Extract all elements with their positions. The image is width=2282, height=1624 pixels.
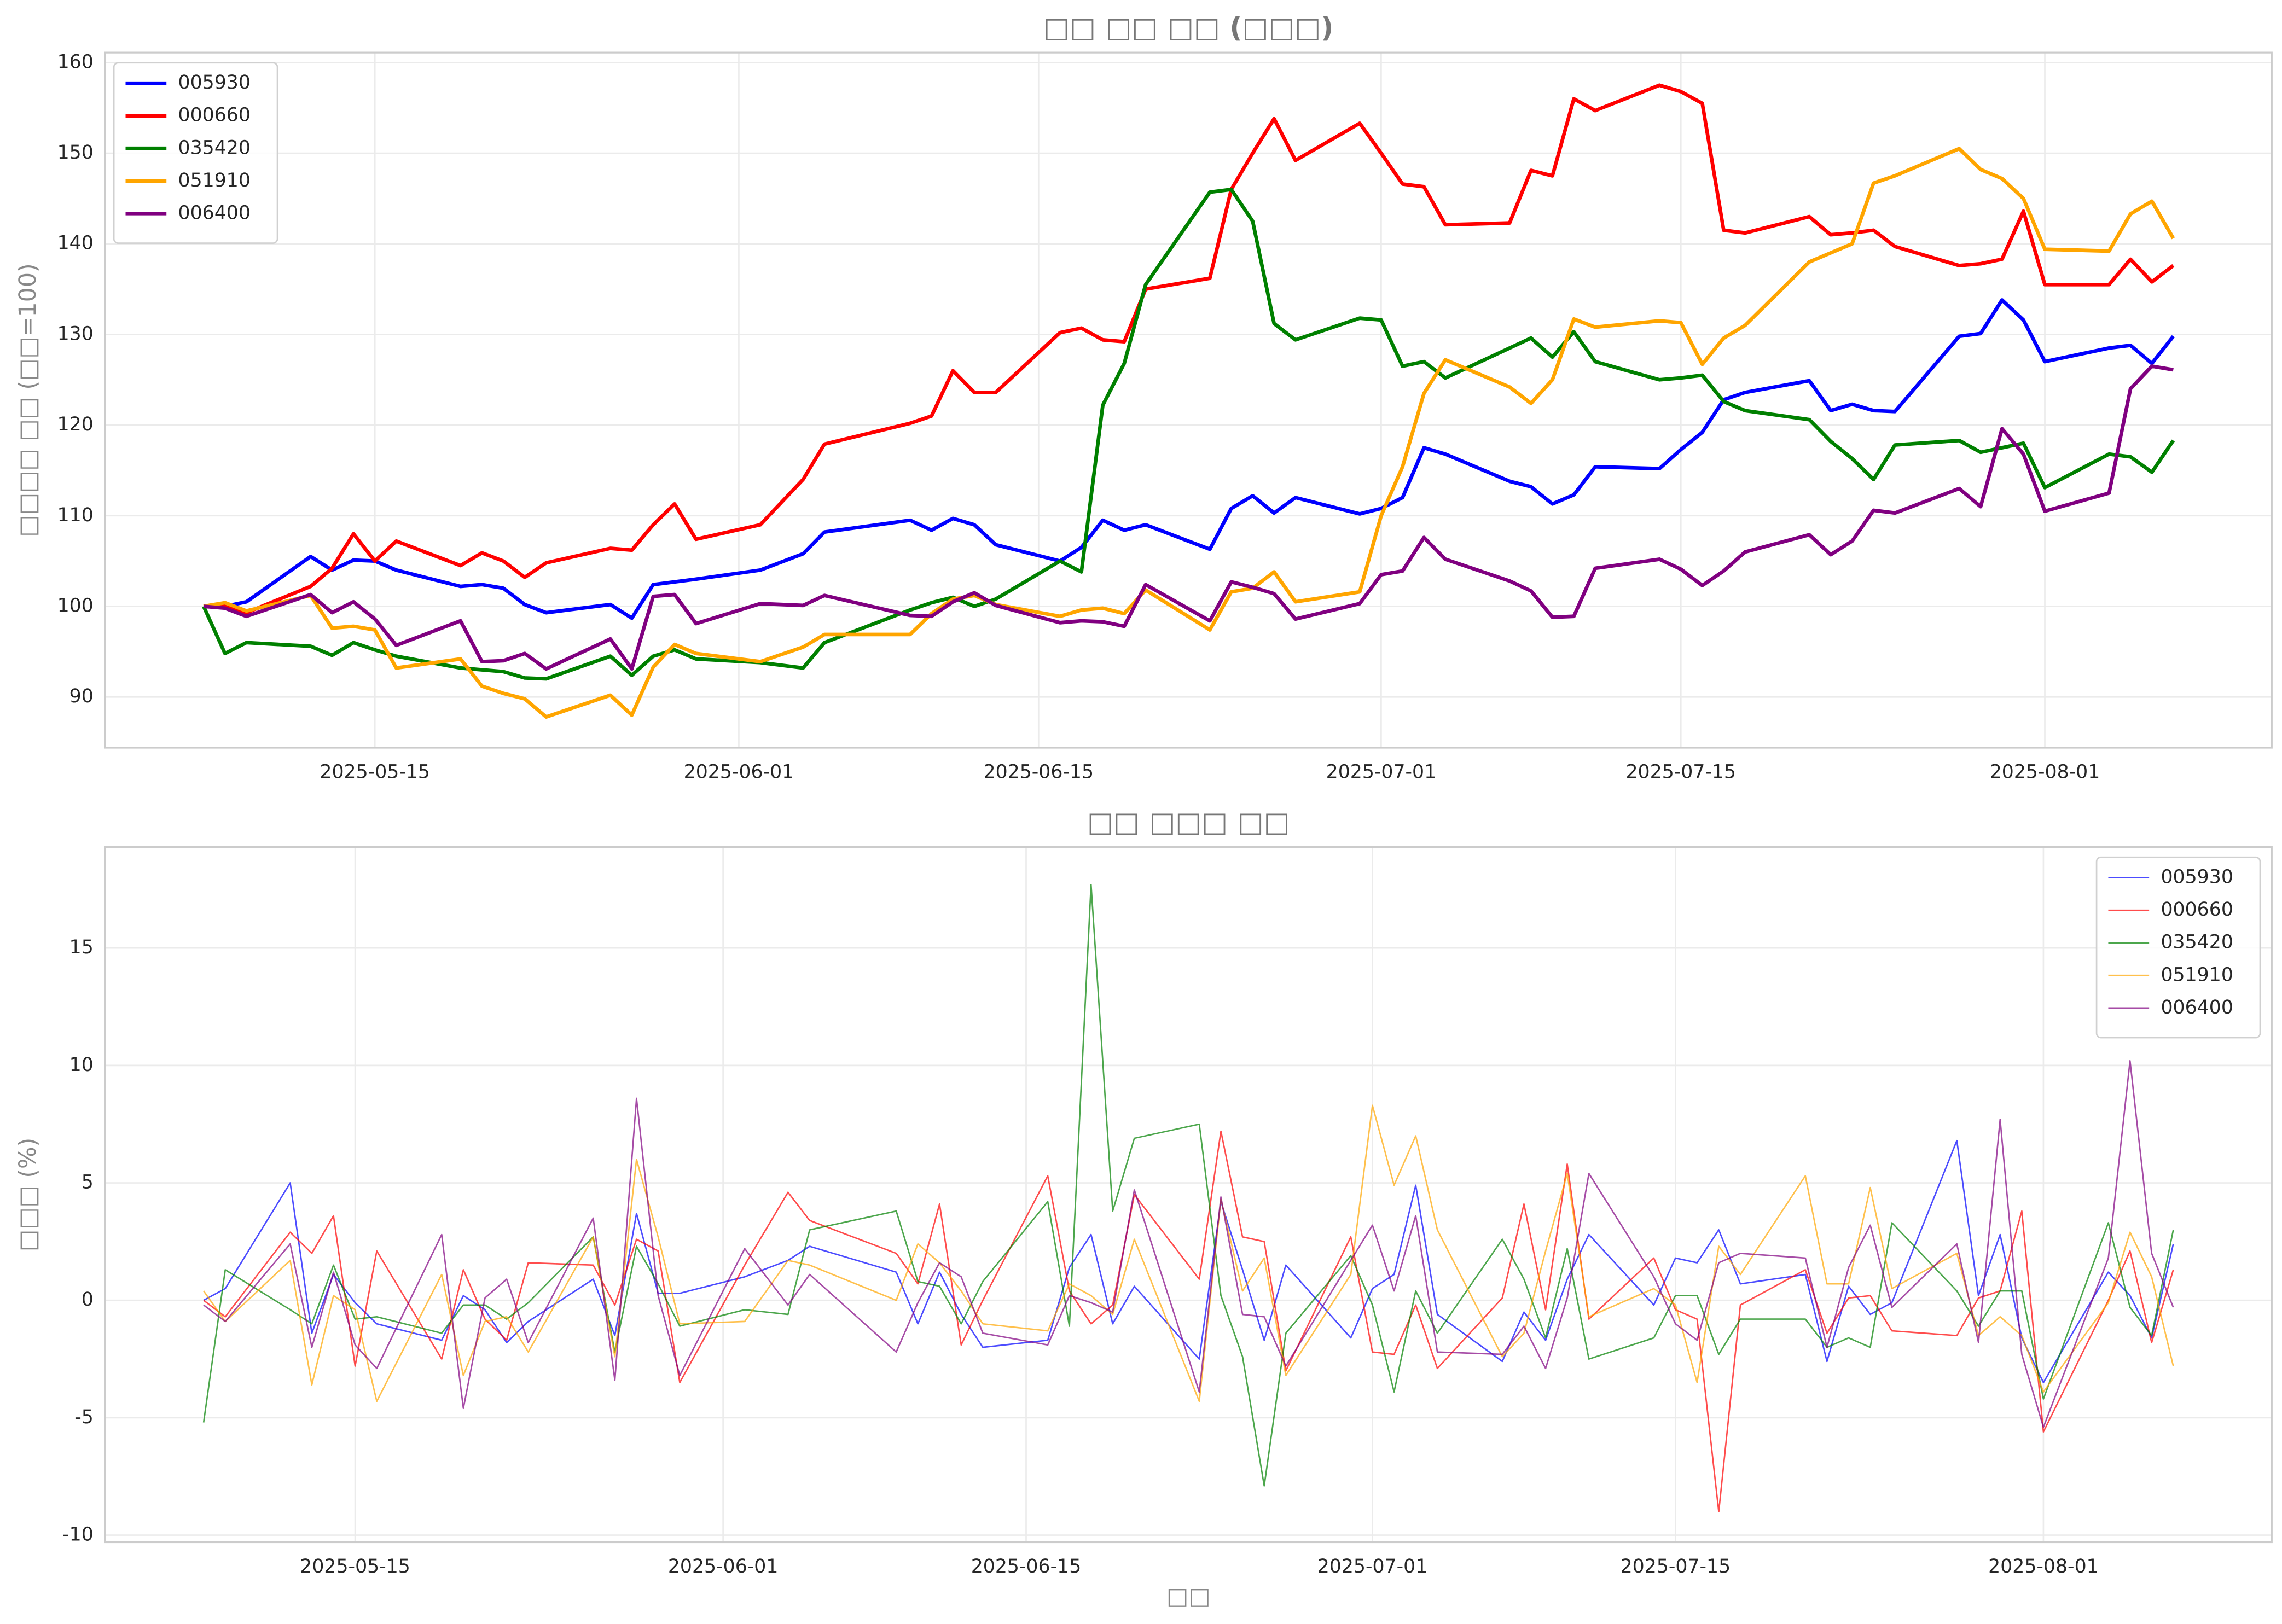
- y-tick-label: -5: [74, 1406, 94, 1428]
- series-line: [203, 1139, 2174, 1383]
- series-line: [204, 298, 2175, 620]
- axes-frame: [104, 846, 2273, 1544]
- x-tick-label: 2025-07-15: [1621, 1556, 1731, 1578]
- chart-title: □□ □□ □□ (□□□): [1043, 11, 1333, 43]
- x-axis-label: □□: [1166, 1582, 1211, 1610]
- x-tick-label: 2025-05-15: [320, 761, 430, 783]
- y-tick-label: 160: [57, 51, 94, 73]
- legend: 005930 000660 035420 051910 006400: [113, 62, 278, 244]
- y-tick-label: 5: [82, 1172, 94, 1194]
- x-tick-label: 2025-06-15: [984, 761, 1094, 783]
- y-tick-label: 150: [57, 142, 94, 164]
- legend-label: 006400: [2161, 997, 2233, 1018]
- y-tick-label: 100: [57, 595, 94, 617]
- series-line: [203, 147, 2175, 719]
- legend: 005930 000660 035420 051910 006400: [2095, 856, 2261, 1039]
- y-tick-label: 90: [69, 685, 94, 707]
- y-tick-label: 10: [69, 1054, 94, 1076]
- y-tick-label: 120: [57, 414, 94, 435]
- x-tick-label: 2025-07-01: [1326, 761, 1437, 783]
- series-line: [202, 187, 2175, 681]
- y-tick-label: 130: [57, 323, 94, 345]
- legend-box: [113, 62, 278, 244]
- x-tick-label: 2025-06-01: [684, 761, 794, 783]
- chart-title: □□ □□□ □□: [1087, 806, 1290, 838]
- y-tick-label: 110: [57, 504, 94, 526]
- series-line: [203, 364, 2174, 671]
- axes-frame: [104, 51, 2273, 749]
- legend-label: 035420: [2161, 932, 2233, 953]
- legend-label: 006400: [178, 202, 251, 224]
- x-tick-label: 2025-08-01: [1990, 761, 2100, 783]
- legend-label: 051910: [178, 170, 251, 191]
- legend-label: 051910: [2161, 964, 2233, 986]
- x-tick-label: 2025-07-01: [1317, 1556, 1428, 1578]
- y-tick-label: 140: [57, 232, 94, 254]
- y-axis-label: □□□ (%): [14, 1138, 42, 1252]
- legend-label: 035420: [178, 137, 251, 159]
- x-tick-label: 2025-05-15: [300, 1556, 410, 1578]
- x-tick-label: 2025-06-01: [668, 1556, 779, 1578]
- y-tick-label: 0: [82, 1289, 94, 1311]
- y-tick-label: 15: [69, 936, 94, 958]
- y-axis-label: □□□□ □□ (□□=100): [14, 263, 42, 537]
- legend-label: 005930: [178, 72, 251, 94]
- legend-label: 000660: [2161, 899, 2233, 921]
- x-tick-label: 2025-06-15: [971, 1556, 1082, 1578]
- series-line: [203, 1104, 2174, 1402]
- legend-label: 000660: [178, 104, 251, 126]
- y-tick-label: -10: [62, 1524, 94, 1546]
- x-tick-label: 2025-08-01: [1988, 1556, 2099, 1578]
- legend-label: 005930: [2161, 866, 2233, 888]
- legend-box: [2095, 856, 2261, 1039]
- x-tick-label: 2025-07-15: [1625, 761, 1736, 783]
- series-line: [203, 1130, 2174, 1512]
- series-line: [203, 1060, 2174, 1428]
